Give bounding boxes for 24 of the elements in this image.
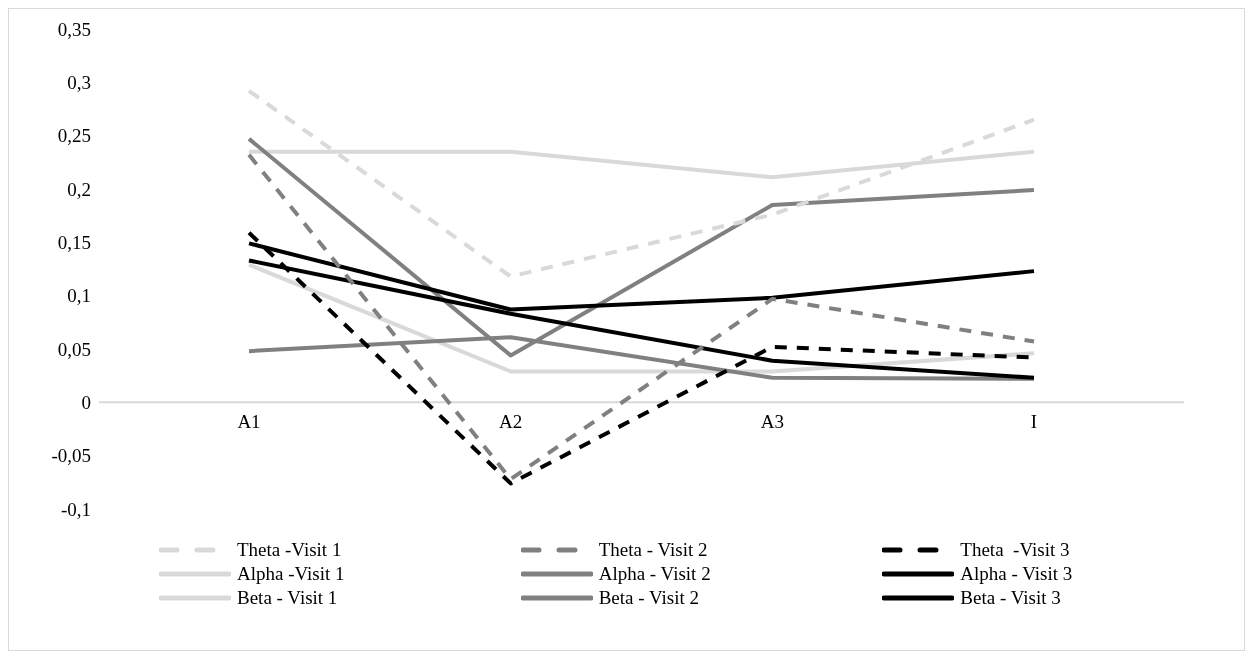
x-tick-label: I (1030, 410, 1038, 432)
legend-label: Alpha - Visit 3 (960, 563, 1073, 585)
line-series (247, 88, 1036, 279)
y-tick-label: 0,15 (57, 232, 91, 254)
legend-label: Beta - Visit 3 (960, 587, 1061, 609)
y-tick-label: 0,2 (67, 178, 91, 200)
legend-label: Theta -Visit 3 (960, 539, 1070, 561)
y-tick-label: 0,1 (67, 285, 91, 307)
y-tick-label: 0 (81, 392, 91, 414)
y-tick-label: -0,1 (60, 498, 91, 520)
legend-label: Alpha - Visit 2 (598, 563, 711, 585)
legend-label: Theta - Visit 2 (598, 539, 708, 561)
legend-label: Beta - Visit 1 (237, 587, 338, 609)
y-tick-label: 0,3 (67, 72, 91, 94)
y-tick-label: 0,35 (57, 18, 91, 40)
x-tick-label: A2 (499, 410, 523, 432)
y-tick-label: 0,25 (57, 125, 91, 147)
x-tick-label: A1 (237, 410, 261, 432)
legend-label: Alpha -Visit 1 (237, 563, 345, 585)
y-tick-label: -0,05 (51, 445, 91, 467)
legend-label: Theta -Visit 1 (237, 539, 342, 561)
y-tick-label: 0,05 (57, 338, 91, 360)
x-tick-label: A3 (760, 410, 784, 432)
legend-label: Beta - Visit 2 (598, 587, 700, 609)
